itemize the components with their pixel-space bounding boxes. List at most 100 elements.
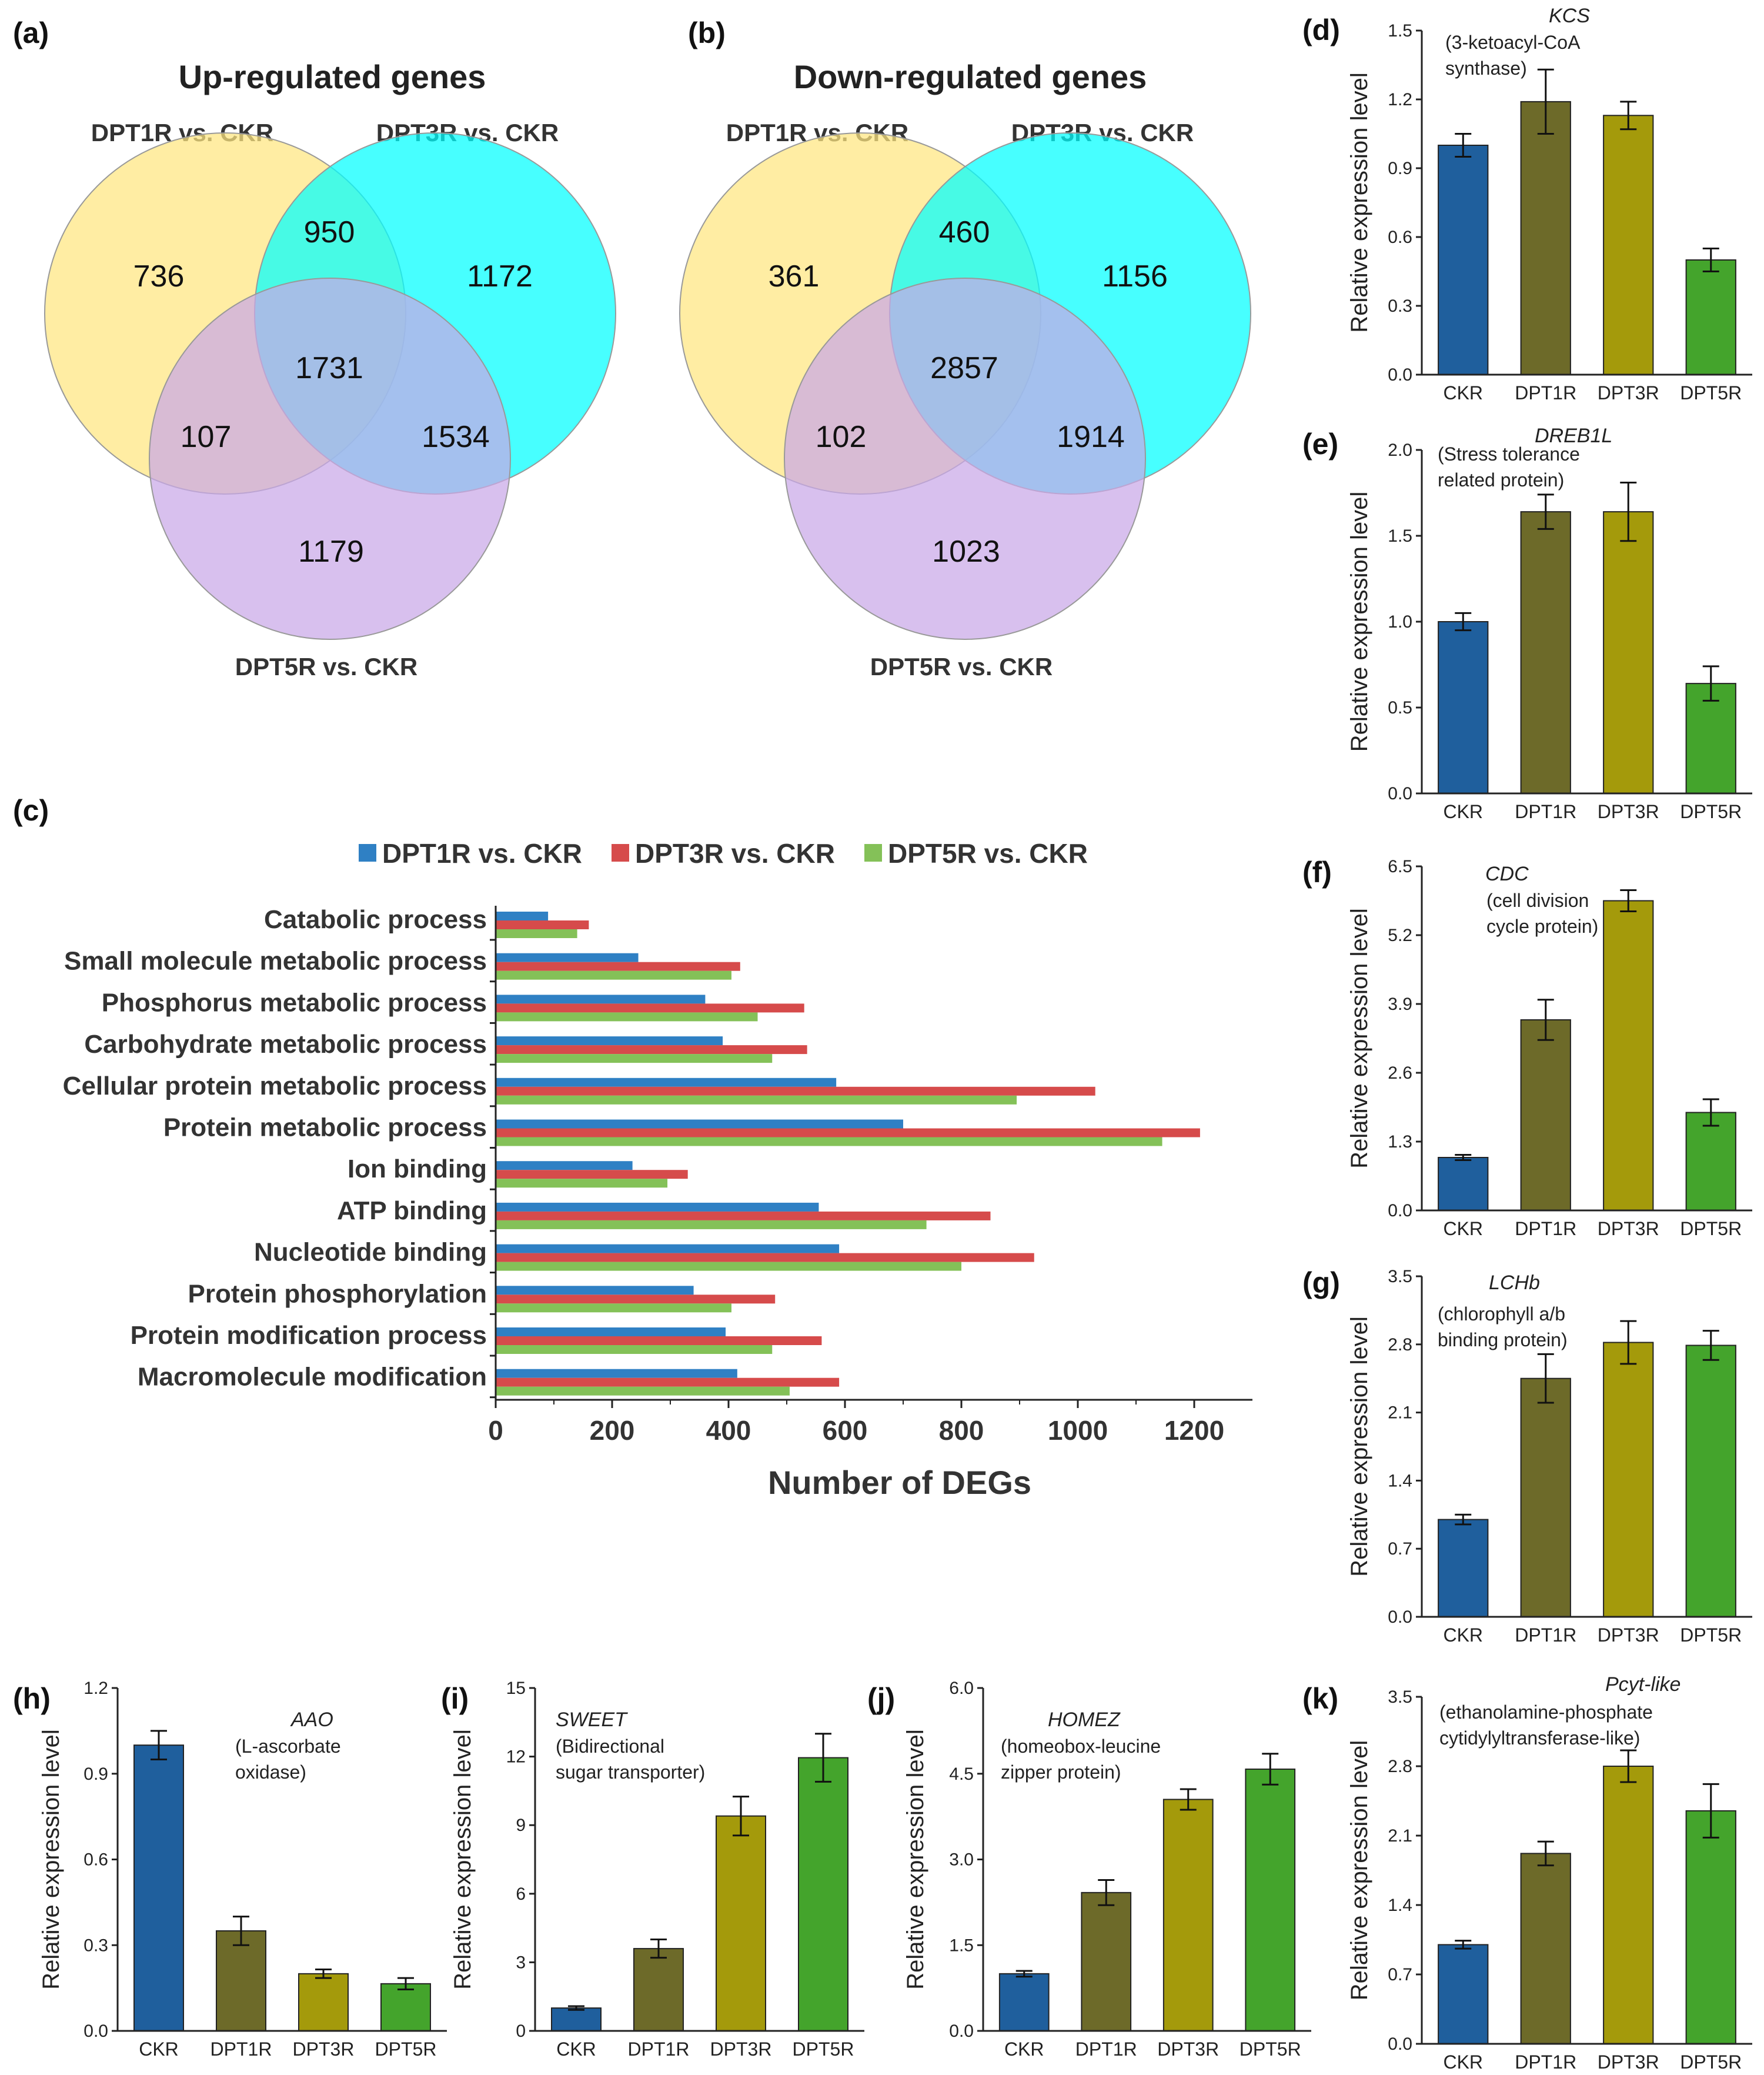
x-tick-label: CKR: [556, 2039, 596, 2060]
bar: [133, 1744, 184, 2032]
y-tick-label: 2.0: [1388, 441, 1412, 460]
x-tick-label: DPT5R: [1680, 801, 1742, 822]
hbar: [496, 1377, 840, 1387]
venn-set-label-c: DPT5R vs. CKR: [235, 653, 417, 680]
y-tick-label: 0.7: [1388, 1965, 1412, 1984]
hbar: [496, 1128, 1200, 1137]
category-label: Small molecule metabolic process: [64, 947, 487, 976]
venn-count-ab: 950: [304, 215, 355, 249]
y-tick-label: 0.0: [1388, 365, 1412, 385]
gene-annotation: (cell division: [1486, 890, 1589, 911]
y-tick-label: 0.0: [1388, 1607, 1412, 1627]
hbar: [496, 912, 549, 920]
gene-annotation: (homeobox-leucine: [1001, 1736, 1161, 1757]
bar: [1245, 1768, 1296, 2031]
hbar: [496, 1137, 1162, 1146]
gene-name: Pcyt-like: [1605, 1673, 1681, 1696]
venn-count-abc: 1731: [295, 351, 363, 385]
hbar: [496, 1202, 819, 1212]
venn-count-ab: 460: [939, 215, 990, 249]
bar-chart-pcyt-like: (k) CKR DPT1R DPT3R DPT5R 0.0 0.7 1.4 2.1 2.8 3.5 R…: [1302, 1673, 1752, 2073]
y-tick-label: 1.5: [1388, 526, 1412, 546]
y-tick-label: 1.2: [1388, 90, 1412, 109]
category-label: Cellular protein metabolic process: [63, 1072, 487, 1100]
x-tick-label: 200: [590, 1415, 635, 1446]
x-tick-label: DPT5R: [1680, 2051, 1742, 2073]
gene-name: LCHb: [1489, 1272, 1540, 1294]
bar: [380, 1983, 431, 2031]
y-tick-label: 4.5: [949, 1764, 974, 1784]
x-axis-title: Number of DEGs: [768, 1464, 1031, 1501]
legend-label: DPT1R vs. CKR: [382, 838, 582, 869]
y-tick-label: 15: [506, 1679, 526, 1698]
hbar: [496, 1012, 758, 1022]
bar: [1685, 1810, 1736, 2045]
y-axis-title: Relative expression level: [38, 1729, 64, 1989]
panel-label: (d): [1302, 14, 1340, 46]
hbar: [496, 1170, 688, 1179]
legend-label: DPT3R vs. CKR: [635, 838, 835, 869]
y-tick-label: 2.6: [1388, 1063, 1412, 1083]
y-tick-label: 1.5: [1388, 21, 1412, 41]
y-tick-label: 2.1: [1388, 1403, 1412, 1423]
x-tick-label: DPT5R: [1680, 1218, 1742, 1239]
bar: [1520, 511, 1571, 794]
bar: [551, 2007, 602, 2031]
gene-annotation: oxidase): [235, 1762, 306, 1783]
y-tick-label: 0.6: [1388, 228, 1412, 247]
panel-label: (a): [13, 16, 49, 49]
y-tick-label: 5.2: [1388, 926, 1412, 945]
gene-name: AAO: [290, 1709, 333, 1731]
x-tick-label: DPT3R: [1598, 1624, 1659, 1646]
bar: [1520, 1853, 1571, 2044]
x-tick-label: DPT3R: [1598, 1218, 1659, 1239]
x-tick-label: DPT3R: [1598, 2051, 1659, 2073]
x-tick-label: DPT5R: [1680, 382, 1742, 403]
y-tick-label: 2.1: [1388, 1826, 1412, 1846]
category-label: Catabolic process: [264, 905, 487, 934]
bar: [1520, 1377, 1571, 1617]
gene-name: KCS: [1549, 5, 1590, 27]
venn-circle-c: [784, 278, 1146, 640]
hbar: [496, 1220, 927, 1229]
category-label: Carbohydrate metabolic process: [84, 1030, 487, 1059]
category-label: Nucleotide binding: [254, 1238, 487, 1267]
y-tick-label: 3.5: [1388, 1687, 1412, 1707]
y-axis-title: Relative expression level: [1347, 1740, 1372, 2000]
bar: [1081, 1891, 1132, 2032]
hbar: [496, 1303, 731, 1313]
venn-count-c-only: 1023: [932, 535, 1000, 569]
hbar: [496, 1327, 726, 1336]
x-tick-label: DPT5R: [1680, 1624, 1742, 1646]
gene-annotation: (Stress tolerance: [1438, 443, 1580, 465]
y-tick-label: 0.5: [1388, 698, 1412, 718]
y-axis-title: Relative expression level: [1347, 492, 1372, 752]
hbar: [496, 1253, 1034, 1262]
venn-count-bc: 1534: [422, 420, 490, 454]
hbar: [496, 1179, 668, 1188]
y-axis-title: Relative expression level: [1347, 72, 1372, 332]
x-tick-label: DPT1R: [628, 2039, 690, 2060]
gene-name: CDC: [1485, 863, 1529, 885]
y-tick-label: 2.8: [1388, 1757, 1412, 1776]
hbar: [496, 1095, 1017, 1105]
y-tick-label: 0.7: [1388, 1539, 1412, 1559]
panel-label: (j): [867, 1682, 895, 1715]
y-tick-label: 1.2: [83, 1679, 108, 1698]
panel-label: (c): [13, 794, 49, 827]
hbar: [496, 1211, 991, 1220]
venn-circle-c: [149, 278, 511, 640]
bar: [1162, 1799, 1214, 2032]
gene-name: DREB1L: [1535, 425, 1612, 447]
y-tick-label: 3.0: [949, 1850, 974, 1870]
venn-title: Down-regulated genes: [794, 58, 1147, 95]
hbar: [496, 1036, 723, 1046]
gene-annotation: (3-ketoacyl-CoA: [1445, 32, 1581, 53]
gene-name: HOMEZ: [1048, 1709, 1121, 1731]
bar: [1603, 900, 1654, 1211]
gene-annotation: (L-ascorbate: [235, 1736, 341, 1757]
x-tick-label: CKR: [1443, 2051, 1483, 2073]
x-tick-label: DPT5R: [793, 2039, 854, 2060]
y-tick-label: 0.0: [1388, 784, 1412, 803]
